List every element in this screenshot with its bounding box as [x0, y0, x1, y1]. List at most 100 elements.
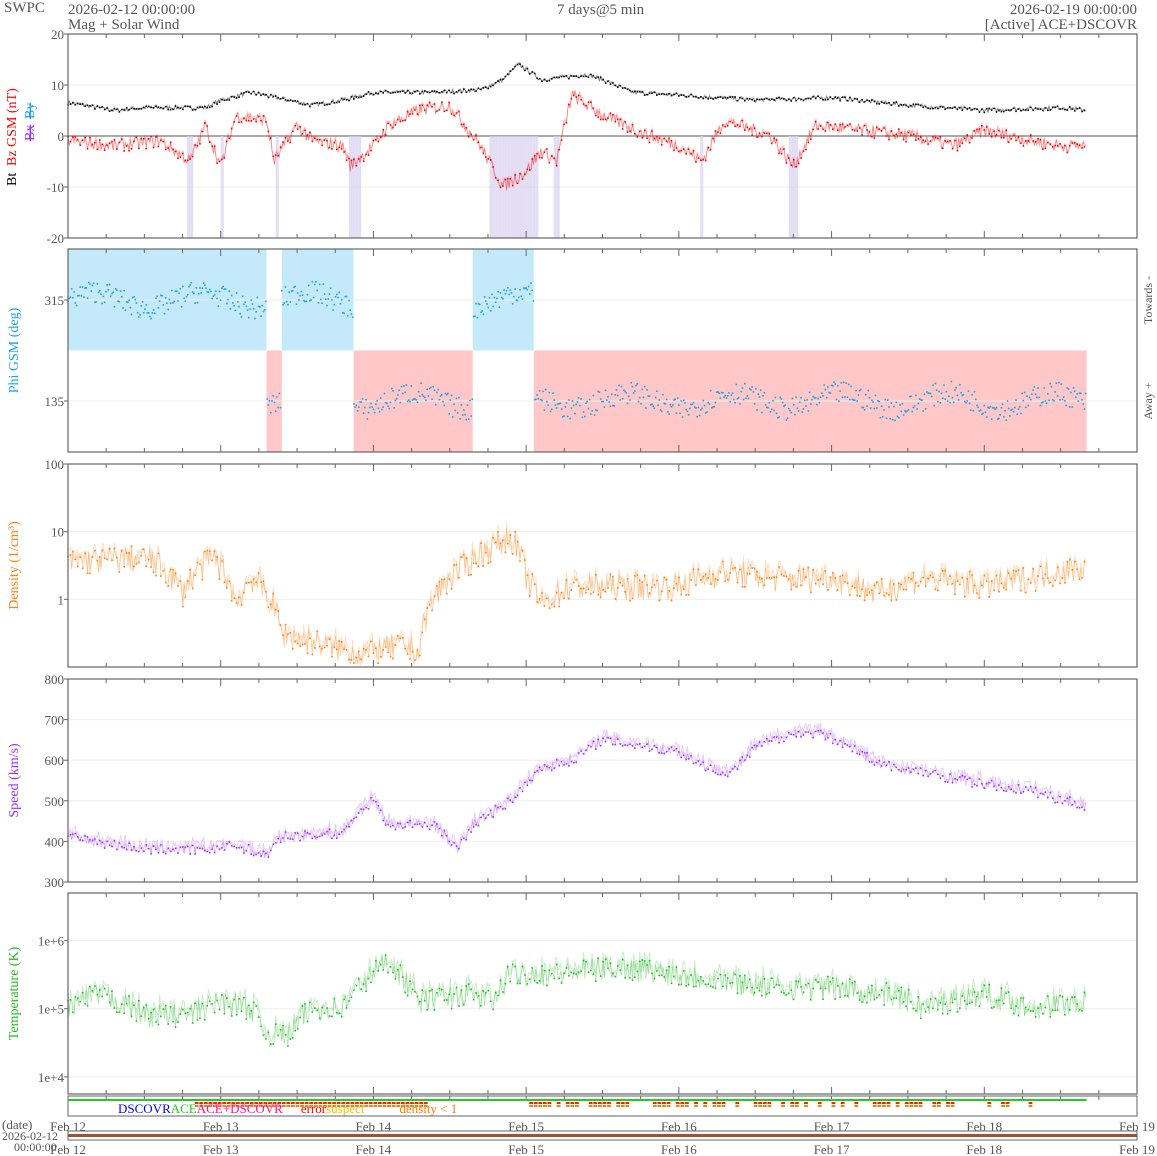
time-value: 00:00:00 [14, 1140, 57, 1154]
data-point [223, 1012, 226, 1015]
data-point [1038, 396, 1041, 399]
data-point [265, 1038, 267, 1040]
density-flag [300, 1105, 304, 1107]
data-point [290, 290, 293, 292]
data-point [282, 837, 284, 839]
data-point [458, 1005, 460, 1007]
data-point [820, 392, 823, 394]
data-point [350, 313, 353, 315]
data-point [861, 134, 863, 136]
x-tick-label: Feb 15 [508, 1119, 544, 1134]
data-point [982, 412, 984, 415]
data-point [135, 849, 138, 852]
data-point [941, 397, 944, 400]
data-point [289, 838, 292, 840]
data-point [526, 983, 529, 985]
data-point [1069, 106, 1071, 108]
data-point [504, 75, 507, 78]
data-point [150, 106, 152, 109]
data-point [81, 839, 84, 842]
data-point [659, 409, 662, 411]
data-point [780, 573, 783, 576]
error-flag [542, 1102, 547, 1104]
data-point [164, 148, 167, 151]
data-point [668, 93, 670, 95]
data-point [113, 139, 116, 141]
data-point [416, 113, 419, 115]
data-point [863, 124, 866, 127]
data-point [701, 407, 703, 410]
data-point [758, 989, 761, 992]
data-point [422, 395, 425, 397]
data-point [284, 1034, 287, 1036]
data-point [795, 165, 797, 168]
data-point [546, 80, 548, 82]
error-flag [657, 1102, 662, 1104]
data-point [580, 98, 582, 101]
data-point [140, 554, 143, 557]
data-point [864, 393, 867, 396]
negative-bz-shade [532, 136, 536, 238]
data-point [323, 139, 326, 142]
data-point [577, 971, 580, 973]
data-point [746, 97, 749, 100]
negative-bz-shade [556, 136, 560, 238]
data-point [775, 139, 778, 141]
product-title: Mag + Solar Wind [68, 17, 180, 33]
data-point [827, 386, 829, 388]
data-point [91, 143, 94, 146]
data-point [712, 406, 714, 408]
data-point [371, 406, 374, 408]
data-point [323, 104, 326, 107]
data-point [84, 287, 86, 290]
data-point [792, 584, 795, 586]
data-point [272, 155, 275, 158]
data-point [287, 1045, 289, 1047]
data-point [891, 418, 894, 421]
data-point [218, 101, 221, 103]
error-flag [235, 1102, 240, 1104]
data-point [714, 771, 717, 774]
data-point [885, 982, 888, 984]
data-point [984, 411, 987, 414]
data-point [353, 662, 355, 664]
data-point [423, 90, 426, 92]
data-point [907, 576, 910, 579]
data-point [76, 138, 79, 141]
data-point [294, 124, 297, 127]
data-point [675, 147, 678, 149]
data-point [957, 399, 960, 401]
data-point [216, 999, 218, 1002]
data-point [521, 65, 524, 68]
data-point [553, 399, 556, 401]
data-point [744, 99, 746, 102]
data-point [719, 96, 722, 98]
data-point [323, 293, 326, 295]
data-point [86, 104, 89, 107]
data-point [428, 91, 431, 94]
data-point [272, 1043, 275, 1045]
data-point [1076, 108, 1078, 110]
data-point [900, 410, 903, 413]
data-point [1078, 392, 1081, 394]
data-point [186, 159, 189, 162]
data-point [795, 735, 797, 738]
data-point [438, 92, 441, 94]
density-flag [840, 1105, 845, 1107]
data-point [792, 734, 795, 736]
data-point [788, 98, 790, 101]
data-point [995, 789, 998, 791]
data-point [731, 567, 734, 570]
data-point [250, 853, 253, 855]
data-point [243, 303, 245, 306]
data-point [499, 78, 502, 81]
data-point [92, 282, 95, 285]
data-point [313, 835, 316, 838]
data-point [585, 402, 587, 404]
data-point [548, 766, 551, 769]
data-point [851, 398, 854, 401]
data-point [954, 106, 956, 108]
error-flag [712, 1102, 717, 1104]
data-point [257, 572, 260, 574]
data-point [812, 736, 815, 739]
